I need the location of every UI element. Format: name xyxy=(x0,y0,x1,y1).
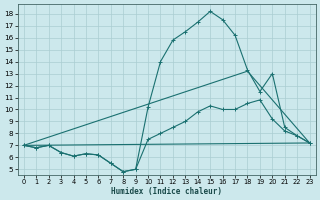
X-axis label: Humidex (Indice chaleur): Humidex (Indice chaleur) xyxy=(111,187,222,196)
